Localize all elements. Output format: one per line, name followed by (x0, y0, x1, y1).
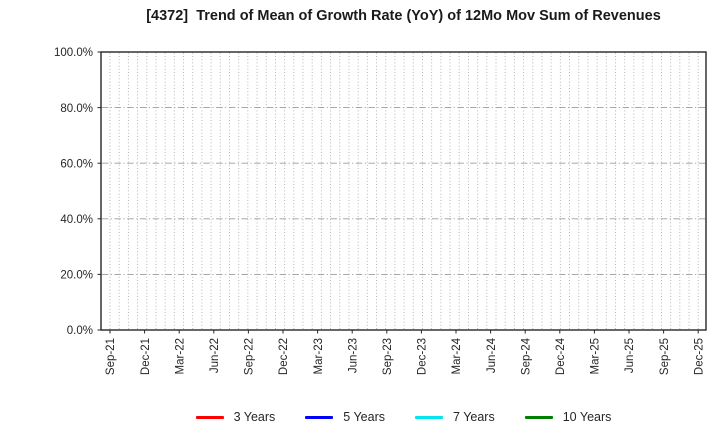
x-tick-label: Sep-21 (105, 338, 117, 375)
x-tick-label: Sep-22 (244, 338, 256, 375)
y-tick-label: 60.0% (60, 158, 93, 170)
legend-item: 5 Years (305, 411, 385, 424)
chart-legend: 3 Years 5 Years 7 Years 10 Years (101, 404, 706, 430)
x-tick-label: Mar-22 (174, 338, 186, 374)
legend-label: 7 Years (453, 409, 495, 424)
x-tick-label: Dec-22 (278, 338, 290, 375)
x-tick-label: Jun-22 (209, 338, 221, 373)
legend-swatch (195, 415, 224, 419)
plot-area: 0.0% 20.0% 40.0% 60.0% 80.0% 100.0% Sep-21 Dec-… (54, 47, 707, 375)
x-tick-label: Sep-25 (659, 338, 671, 375)
legend-label: 5 Years (343, 409, 386, 424)
chart-title: [4372] Trend of Mean of Growth Rate (YoY… (146, 8, 661, 24)
y-tick-label: 0.0% (67, 325, 93, 337)
x-tick-label: Sep-24 (520, 337, 532, 375)
axis-frame (100, 51, 707, 331)
legend-item: 7 Years (415, 411, 495, 424)
y-tick-label: 20.0% (60, 270, 93, 282)
legend-label: 10 Years (562, 409, 612, 424)
x-tick-label: Jun-23 (347, 338, 359, 373)
x-tick-label: Dec-21 (140, 338, 152, 375)
y-tick-label: 80.0% (60, 103, 93, 115)
legend-item: 10 Years (524, 409, 612, 424)
x-tick-label: Dec-23 (417, 338, 429, 375)
legend-item: 3 Years (195, 409, 276, 424)
y-tick-label: 40.0% (60, 214, 93, 226)
x-tick-label: Dec-24 (555, 337, 567, 375)
x-tick-label: Sep-23 (382, 338, 394, 375)
legend-label: 3 Years (233, 409, 276, 424)
legend-swatch (305, 415, 334, 419)
x-tick-label: Jun-24 (486, 337, 498, 373)
y-tick-label: 100.0% (54, 47, 93, 59)
x-tick-label: Mar-25 (590, 338, 602, 374)
x-tick-label: Mar-24 (451, 337, 463, 374)
legend-swatch (524, 415, 553, 419)
x-tick-label: Dec-25 (693, 338, 705, 375)
legend-swatch (415, 415, 444, 419)
x-tick-label: Jun-25 (624, 338, 636, 373)
x-tick-label: Mar-23 (313, 338, 325, 374)
